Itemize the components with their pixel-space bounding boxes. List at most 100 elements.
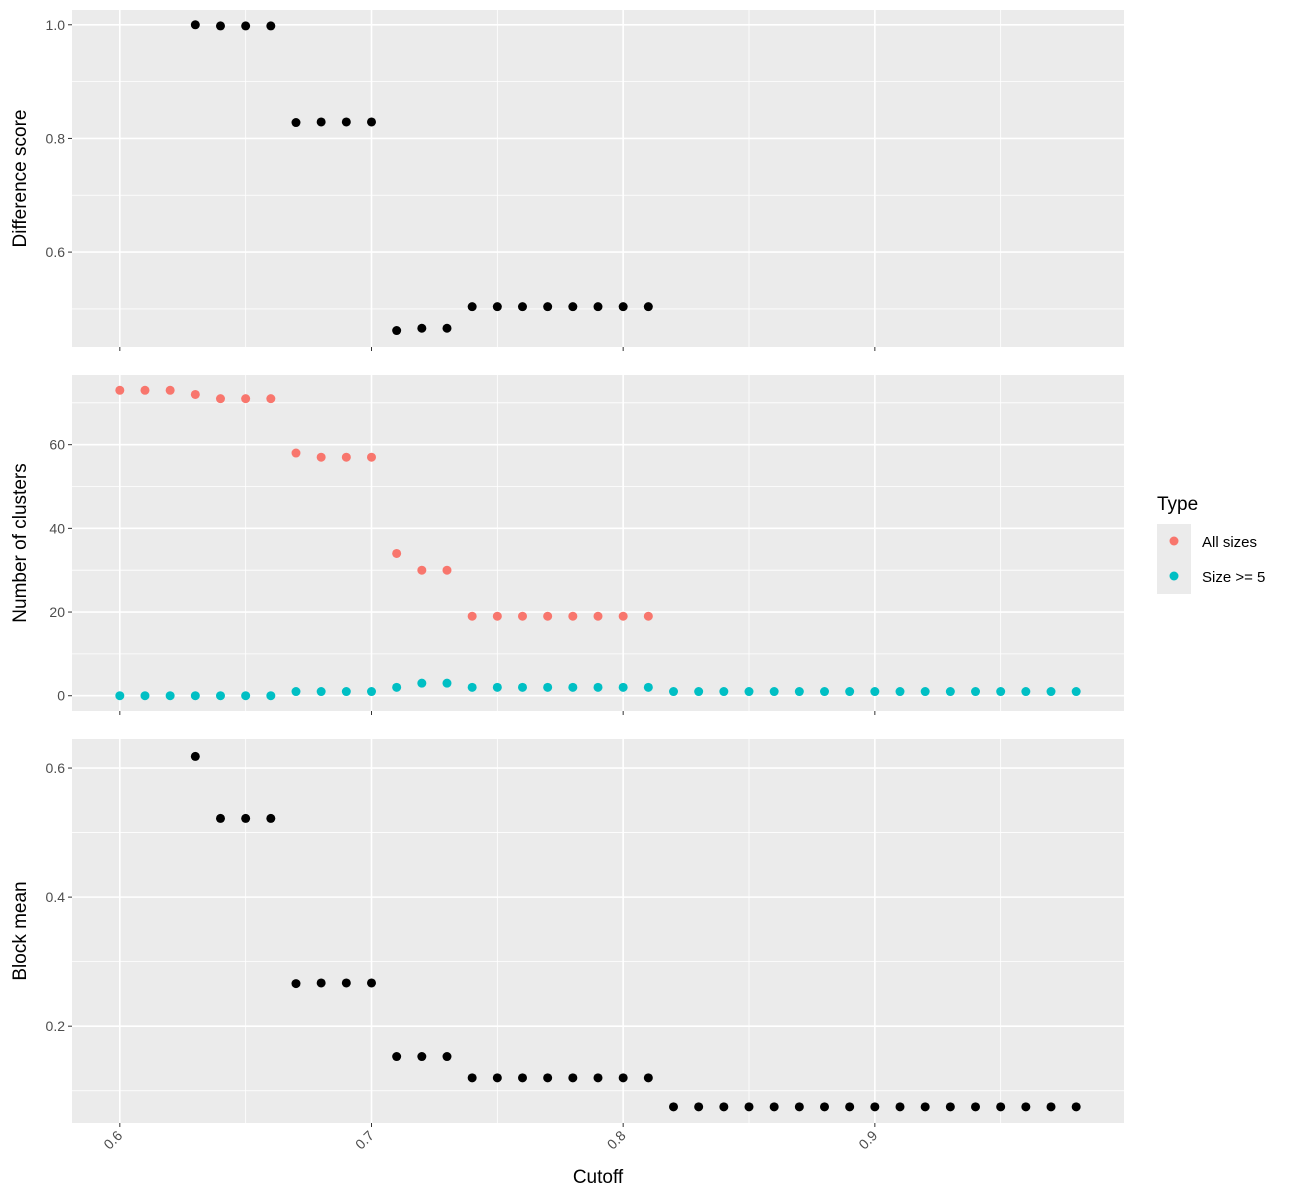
- data-point: [241, 813, 251, 823]
- data-point: [266, 394, 276, 404]
- data-point: [241, 394, 251, 404]
- data-point: [895, 1102, 905, 1112]
- data-point: [392, 682, 402, 692]
- panel-background: [72, 375, 1124, 711]
- legend-key-size-5: [1169, 571, 1179, 581]
- data-point: [719, 1102, 729, 1112]
- data-point: [593, 1073, 603, 1083]
- panel-difference-score: 0.6 0.8 1.0 Difference score: [10, 10, 1124, 351]
- legend: Type All sizes Size >= 5: [1157, 494, 1265, 594]
- data-point: [190, 389, 200, 399]
- data-point: [820, 1102, 830, 1112]
- data-point: [492, 611, 502, 621]
- data-point: [467, 682, 477, 692]
- series-all-sizes: [115, 385, 653, 621]
- data-point: [996, 687, 1006, 697]
- panel-background: [72, 739, 1124, 1123]
- data-point: [241, 21, 251, 31]
- data-point: [417, 565, 427, 575]
- data-point: [366, 687, 376, 697]
- data-point: [366, 452, 376, 462]
- data-point: [492, 302, 502, 312]
- data-point: [316, 452, 326, 462]
- data-point: [945, 1102, 955, 1112]
- data-point: [467, 611, 477, 621]
- data-point: [140, 691, 150, 701]
- data-point: [593, 302, 603, 312]
- y-tick-label: 40: [49, 520, 65, 536]
- data-point: [190, 751, 200, 761]
- data-point: [165, 385, 175, 395]
- data-point: [341, 978, 351, 988]
- y-axis-title: Block mean: [10, 881, 31, 980]
- data-point: [593, 682, 603, 692]
- data-point: [517, 1073, 527, 1083]
- legend-key-all-sizes: [1169, 536, 1179, 546]
- data-point: [366, 117, 376, 127]
- data-point: [1046, 687, 1056, 697]
- y-tick-label: 1.0: [46, 17, 66, 33]
- y-tick-label: 60: [49, 437, 65, 453]
- data-point: [492, 1073, 502, 1083]
- data-point: [920, 1102, 930, 1112]
- data-point: [870, 1102, 880, 1112]
- data-point: [643, 611, 653, 621]
- y-tick-label: 0.6: [46, 244, 66, 260]
- data-point: [517, 302, 527, 312]
- data-point: [694, 1102, 704, 1112]
- data-point: [492, 682, 502, 692]
- y-axis-title: Difference score: [10, 110, 31, 248]
- data-point: [467, 1073, 477, 1083]
- data-point: [1021, 687, 1031, 697]
- series-0: [190, 751, 1081, 1112]
- x-tick-label: 0.9: [855, 1127, 880, 1152]
- data-point: [417, 323, 427, 333]
- y-axis-title: Number of clusters: [10, 463, 31, 622]
- data-point: [215, 394, 225, 404]
- data-point: [1071, 1102, 1081, 1112]
- data-point: [442, 1052, 452, 1062]
- y-tick-label: 0.4: [46, 889, 66, 905]
- data-point: [568, 302, 578, 312]
- panel-block-mean: 0.2 0.4 0.6 0.6 0.7 0.8 0.9 Block mean Cutoff: [10, 739, 1124, 1188]
- data-point: [190, 691, 200, 701]
- data-point: [241, 691, 251, 701]
- data-point: [996, 1102, 1006, 1112]
- data-point: [215, 21, 225, 31]
- data-point: [971, 1102, 981, 1112]
- y-tick-label: 0.6: [46, 760, 66, 776]
- data-point: [568, 682, 578, 692]
- data-point: [266, 691, 276, 701]
- data-point: [316, 687, 326, 697]
- data-point: [568, 1073, 578, 1083]
- y-tick-label: 0.2: [46, 1018, 66, 1034]
- data-point: [543, 682, 553, 692]
- data-point: [517, 682, 527, 692]
- data-point: [467, 302, 477, 312]
- panel-background: [72, 10, 1124, 347]
- data-point: [442, 323, 452, 333]
- chart-panels: 0.6 0.8 1.0 Difference score 0 20 40 60 Number o…: [10, 10, 1124, 1188]
- legend-title: Type: [1157, 494, 1198, 515]
- y-tick-label: 20: [49, 604, 65, 620]
- data-point: [895, 687, 905, 697]
- data-point: [341, 117, 351, 127]
- data-point: [392, 548, 402, 558]
- data-point: [291, 687, 301, 697]
- data-point: [618, 611, 628, 621]
- data-point: [945, 687, 955, 697]
- data-point: [794, 1102, 804, 1112]
- data-point: [140, 385, 150, 395]
- data-point: [1071, 687, 1081, 697]
- data-point: [744, 687, 754, 697]
- data-point: [618, 1073, 628, 1083]
- data-point: [820, 687, 830, 697]
- y-tick-label: 0.8: [46, 130, 66, 146]
- data-point: [769, 1102, 779, 1112]
- data-point: [115, 385, 125, 395]
- data-point: [845, 687, 855, 697]
- data-point: [568, 611, 578, 621]
- data-point: [744, 1102, 754, 1112]
- data-point: [115, 691, 125, 701]
- series-0: [190, 20, 653, 336]
